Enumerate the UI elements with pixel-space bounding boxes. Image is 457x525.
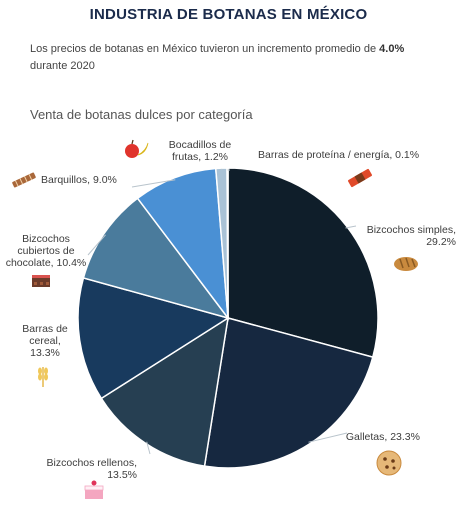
cookie-icon xyxy=(376,450,402,476)
chocolate-cake-icon xyxy=(32,275,50,287)
bread-icon xyxy=(394,257,418,271)
description-highlight: 4.0% xyxy=(379,43,405,55)
wheat-icon xyxy=(38,367,48,387)
slice-label-5: Bizcochos cubiertos de chocolate, 10.4% xyxy=(6,233,87,269)
description-suffix: durante 2020 xyxy=(30,60,95,72)
leader-line-7 xyxy=(221,168,223,171)
leader-line-3 xyxy=(146,441,151,455)
description-prefix: Los precios de botanas en México tuviero… xyxy=(30,43,380,55)
pie-slice-6 xyxy=(136,167,229,321)
protein-bar-icon xyxy=(347,168,373,188)
slice-label-4: Barras de cereal, 13.3% xyxy=(22,323,68,359)
slice-label-2: Galletas, 23.3% xyxy=(346,431,420,443)
description: Los precios de botanas en México tuviero… xyxy=(30,41,430,75)
pie-slice-3 xyxy=(100,316,230,468)
leader-line-2 xyxy=(308,432,348,443)
pie-slice-5 xyxy=(82,197,230,320)
fruit-icon xyxy=(125,139,149,158)
leader-line-6 xyxy=(131,179,176,188)
slice-label-6: Barquillos, 9.0% xyxy=(41,174,117,186)
pie-slice-1 xyxy=(227,167,379,359)
slice-label-1: Bizcochos simples, 29.2% xyxy=(367,224,456,248)
cake-icon xyxy=(84,480,104,499)
slice-label-7: Bocadillos de frutas, 1.2% xyxy=(169,139,232,163)
pie-slice-2 xyxy=(203,317,374,469)
wafer-icon xyxy=(12,172,36,188)
pie-slice-8 xyxy=(226,167,229,319)
slice-label-3: Bizcochos rellenos, 13.5% xyxy=(47,457,137,481)
page-title: INDUSTRIA DE BOTANAS EN MÉXICO xyxy=(89,6,368,23)
leader-line-5 xyxy=(87,234,106,256)
leader-line-1 xyxy=(345,225,357,229)
chart-title: Venta de botanas dulces por categoría xyxy=(30,107,253,122)
slice-label-8: Barras de proteína / energía, 0.1% xyxy=(258,149,419,161)
